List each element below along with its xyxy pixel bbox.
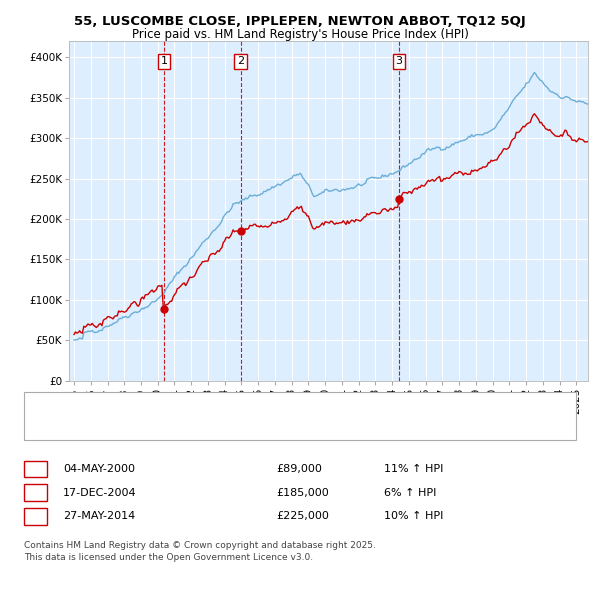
Text: ——: —— <box>39 399 64 412</box>
Text: £185,000: £185,000 <box>276 488 329 497</box>
Text: 1: 1 <box>32 464 39 474</box>
Text: HPI: Average price, semi-detached house, Teignbridge: HPI: Average price, semi-detached house,… <box>63 418 333 428</box>
Text: 55, LUSCOMBE CLOSE, IPPLEPEN, NEWTON ABBOT, TQ12 5QJ: 55, LUSCOMBE CLOSE, IPPLEPEN, NEWTON ABB… <box>74 15 526 28</box>
Text: 55, LUSCOMBE CLOSE, IPPLEPEN, NEWTON ABBOT, TQ12 5QJ (semi-detached house): 55, LUSCOMBE CLOSE, IPPLEPEN, NEWTON ABB… <box>63 401 485 410</box>
Text: 3: 3 <box>395 57 403 67</box>
Text: 3: 3 <box>32 512 39 521</box>
Text: 6% ↑ HPI: 6% ↑ HPI <box>384 488 436 497</box>
Text: 04-MAY-2000: 04-MAY-2000 <box>63 464 135 474</box>
Text: Price paid vs. HM Land Registry's House Price Index (HPI): Price paid vs. HM Land Registry's House … <box>131 28 469 41</box>
Text: 11% ↑ HPI: 11% ↑ HPI <box>384 464 443 474</box>
Text: Contains HM Land Registry data © Crown copyright and database right 2025.: Contains HM Land Registry data © Crown c… <box>24 541 376 550</box>
Text: 10% ↑ HPI: 10% ↑ HPI <box>384 512 443 521</box>
Text: 2: 2 <box>237 57 244 67</box>
Text: £89,000: £89,000 <box>276 464 322 474</box>
Text: 1: 1 <box>160 57 167 67</box>
Text: 27-MAY-2014: 27-MAY-2014 <box>63 512 135 521</box>
Text: ——: —— <box>39 417 64 430</box>
Text: £225,000: £225,000 <box>276 512 329 521</box>
Text: 2: 2 <box>32 488 39 497</box>
Text: 17-DEC-2004: 17-DEC-2004 <box>63 488 137 497</box>
Text: This data is licensed under the Open Government Licence v3.0.: This data is licensed under the Open Gov… <box>24 553 313 562</box>
